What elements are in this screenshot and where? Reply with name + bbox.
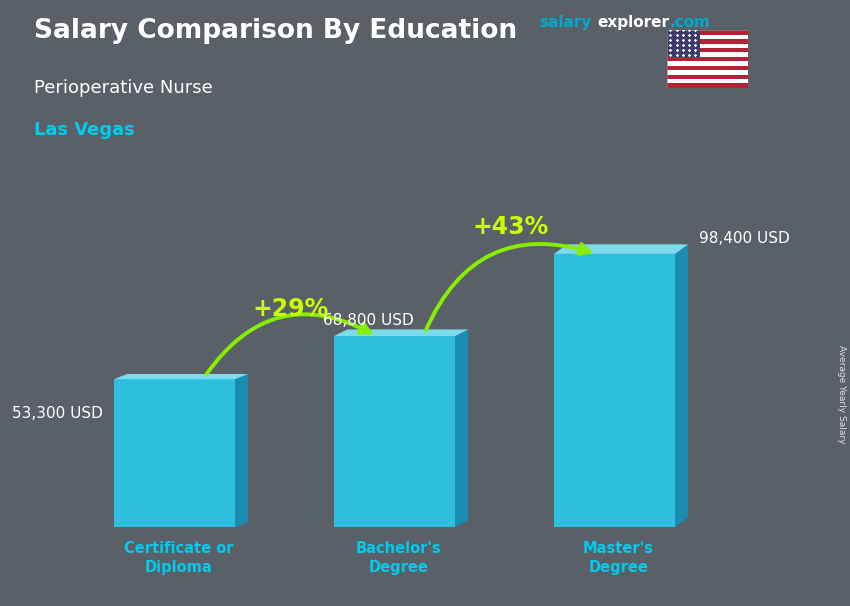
Text: Master's
Degree: Master's Degree [583, 541, 654, 575]
Bar [667, 53, 748, 57]
Bar [667, 48, 748, 53]
Bar [667, 61, 748, 65]
Text: Certificate or
Diploma: Certificate or Diploma [124, 541, 233, 575]
Text: +29%: +29% [252, 298, 329, 321]
Text: 98,400 USD: 98,400 USD [700, 230, 790, 245]
Text: salary: salary [540, 15, 592, 30]
Polygon shape [114, 374, 248, 379]
Bar [667, 65, 748, 70]
Polygon shape [554, 244, 688, 254]
Text: 53,300 USD: 53,300 USD [12, 405, 103, 421]
Bar [667, 35, 748, 39]
Bar [667, 70, 748, 75]
Bar [334, 336, 455, 527]
Text: Average Yearly Salary: Average Yearly Salary [836, 345, 846, 443]
Text: Las Vegas: Las Vegas [34, 121, 135, 139]
Bar [114, 379, 235, 527]
Polygon shape [334, 330, 468, 336]
Bar [667, 30, 700, 57]
Polygon shape [235, 374, 248, 527]
Bar [667, 30, 748, 35]
Bar [554, 254, 675, 527]
Polygon shape [455, 330, 468, 527]
Text: .com: .com [670, 15, 711, 30]
FancyArrowPatch shape [426, 244, 590, 330]
Bar [667, 44, 748, 48]
Text: 68,800 USD: 68,800 USD [323, 313, 414, 328]
Polygon shape [675, 244, 688, 527]
Bar [667, 57, 748, 61]
Text: explorer: explorer [598, 15, 670, 30]
Text: +43%: +43% [473, 215, 548, 239]
Text: Perioperative Nurse: Perioperative Nurse [34, 79, 212, 97]
Text: Bachelor's
Degree: Bachelor's Degree [355, 541, 441, 575]
Bar [667, 79, 748, 84]
Bar [667, 39, 748, 44]
Bar [667, 75, 748, 79]
Text: Salary Comparison By Education: Salary Comparison By Education [34, 18, 517, 44]
FancyArrowPatch shape [207, 315, 370, 375]
Bar [667, 84, 748, 88]
